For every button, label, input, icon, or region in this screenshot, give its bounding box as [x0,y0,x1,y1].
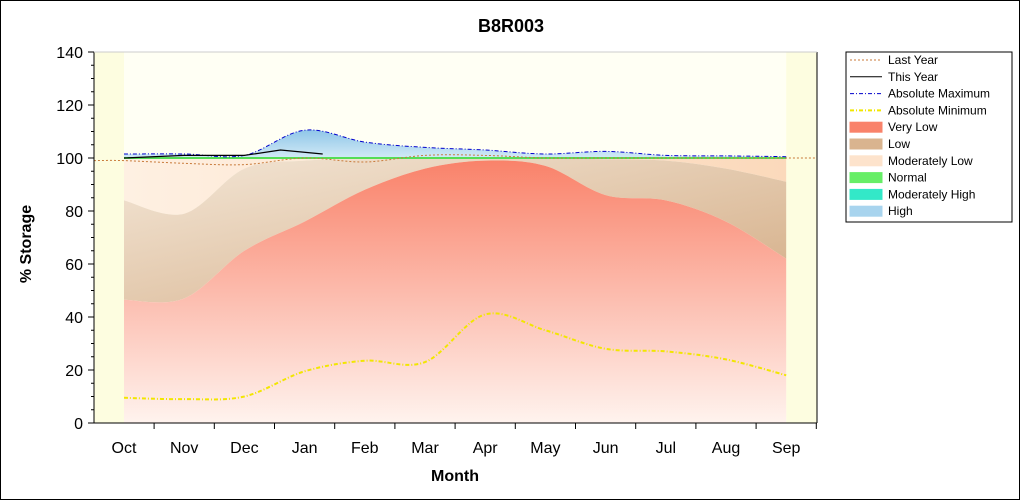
legend-label: Moderately High [888,187,975,201]
legend-item-this-year: This Year [850,70,938,84]
legend-item-abs-min: Absolute Minimum [850,103,987,117]
plot-area [93,52,817,423]
x-tick-label: Feb [351,440,379,457]
legend-item-high: High [849,204,913,218]
legend: Last Year This Year Absolute Maximum Absolu… [845,51,1013,223]
legend-label: Normal [888,171,927,185]
y-tick-label: 0 [74,416,83,433]
x-axis-label: Month [431,468,479,485]
x-tick-label: Mar [411,440,439,457]
line-last-year [93,154,817,166]
x-tick-label: Jan [292,440,318,457]
legend-item-normal: Normal [849,171,927,185]
chart-title: B8R003 [478,16,544,36]
line-absolute-maximum [123,129,787,158]
legend-swatch [849,121,883,133]
x-tick-label: Oct [112,440,137,457]
y-tick-label: 60 [65,257,83,274]
line-absolute-minimum [123,312,787,401]
legend-item-low: Low [849,137,910,151]
legend-item-abs-max: Absolute Maximum [850,87,990,101]
y-tick-label: 80 [65,204,83,221]
axes: 0 20 40 60 80 100 120 140 Oct Nov Dec Jan Feb Mar Apr M… [56,45,818,457]
y-tick-label: 120 [56,98,83,115]
legend-item-moderately-high: Moderately High [849,187,975,201]
legend-label: High [888,204,913,218]
y-tick-label: 100 [56,151,83,168]
x-tick-label: Nov [170,440,198,457]
legend-label: Low [888,137,910,151]
legend-label: Moderately Low [888,154,973,168]
band-very-low [124,160,787,423]
legend-item-very-low: Very Low [849,120,938,134]
x-tick-label: Dec [230,440,258,457]
legend-swatch [849,155,883,167]
legend-label: Absolute Maximum [888,87,990,101]
legend-item-moderately-low: Moderately Low [849,154,973,168]
line-this-year [123,149,323,159]
x-tick-label: Jun [593,440,619,457]
legend-swatch [849,188,883,200]
legend-swatch [849,138,883,150]
legend-label: This Year [888,70,938,84]
x-tick-label: Sep [772,440,801,457]
legend-label: Last Year [888,53,938,67]
x-tick-label: Apr [473,440,499,457]
legend-swatch [849,205,883,217]
legend-label: Very Low [888,120,938,134]
y-tick-label: 40 [65,310,83,327]
x-tick-label: May [530,440,560,457]
legend-item-last-year: Last Year [850,53,938,67]
y-axis-label: % Storage [18,205,35,283]
x-tick-label: Jul [656,440,676,457]
legend-swatch [849,172,883,184]
band-low [124,157,787,303]
y-tick-label: 20 [65,363,83,380]
legend-label: Absolute Minimum [888,103,987,117]
y-tick-label: 140 [56,45,83,62]
x-tick-label: Aug [712,440,740,457]
